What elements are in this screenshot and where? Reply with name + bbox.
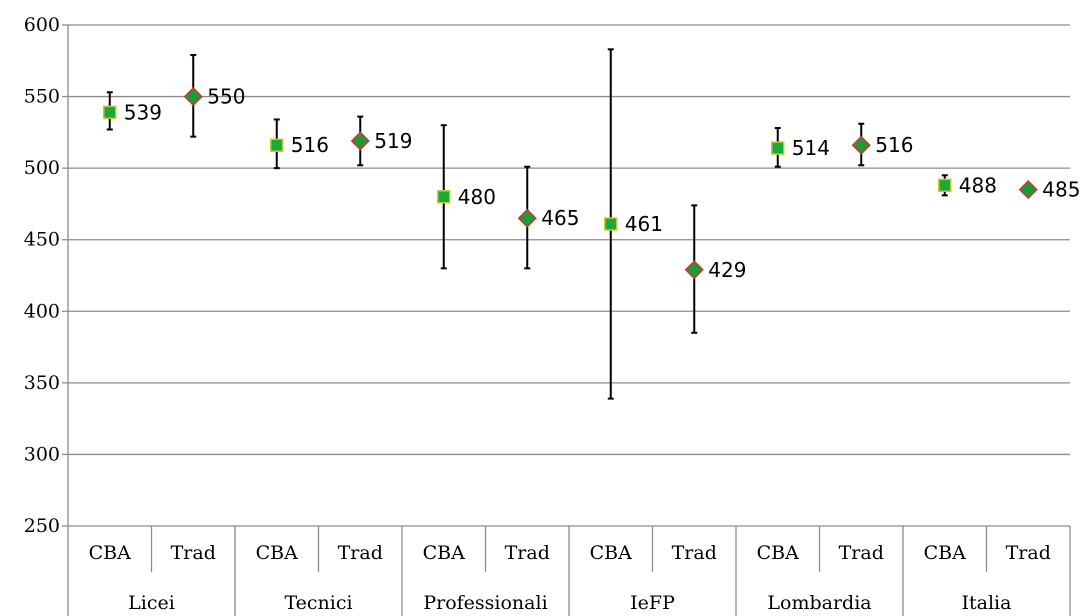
data-label: 461 <box>625 212 663 236</box>
x-category-label: CBA <box>924 542 967 564</box>
x-group-label-professionali: Professionali <box>423 592 547 614</box>
data-point-square <box>270 138 284 152</box>
data-point-diamond <box>183 87 203 107</box>
x-category-label: Trad <box>1006 542 1051 564</box>
x-group-label-tecnici: Tecnici <box>284 592 352 614</box>
data-label: 429 <box>708 258 746 282</box>
x-category-label: Trad <box>338 542 383 564</box>
data-point-square <box>604 217 618 231</box>
x-category-label: Trad <box>171 542 216 564</box>
y-tick-labels: 250 300 350 400 450 500 550 600 <box>24 14 60 537</box>
data-markers <box>103 87 1038 280</box>
x-category-label: CBA <box>590 542 633 564</box>
x-group-label-iefp: IeFP <box>630 592 675 614</box>
data-point-diamond <box>851 135 871 155</box>
y-tick-label: 350 <box>24 372 60 394</box>
y-tick-label: 600 <box>24 14 60 36</box>
data-point-diamond <box>517 208 537 228</box>
data-labels: 539 550 516 519 480 465 461 429 514 516 488 485 <box>124 85 1081 282</box>
data-label: 480 <box>458 185 496 209</box>
x-category-label: CBA <box>757 542 800 564</box>
data-point-square <box>938 178 952 193</box>
x-group-label-italia: Italia <box>962 592 1012 614</box>
data-label: 485 <box>1042 178 1080 202</box>
x-category-label: Trad <box>505 542 550 564</box>
x-category-label: CBA <box>256 542 299 564</box>
y-tick-label: 500 <box>24 157 60 179</box>
x-category-label: Trad <box>839 542 884 564</box>
x-category-label: CBA <box>89 542 132 564</box>
x-group-label-lombardia: Lombardia <box>767 592 871 614</box>
data-label: 539 <box>124 100 162 124</box>
y-tick-label: 450 <box>24 229 60 251</box>
y-tick-label: 300 <box>24 443 60 465</box>
x-category-labels: CBA Trad CBA Trad CBA Trad CBA Trad CBA Trad CBA Tr… <box>89 542 1051 564</box>
data-point-square <box>437 190 451 204</box>
data-label: 514 <box>792 136 830 160</box>
x-category-label: CBA <box>423 542 466 564</box>
x-group-label-licei: Licei <box>128 592 175 614</box>
y-tick-label: 550 <box>24 86 60 108</box>
gridlines <box>68 24 1070 456</box>
axes <box>62 24 1071 616</box>
data-label: 516 <box>291 133 329 157</box>
y-tick-label: 400 <box>24 300 60 322</box>
data-label: 488 <box>959 173 997 197</box>
data-point-diamond <box>684 260 704 280</box>
data-point-diamond <box>1018 180 1038 200</box>
data-label: 516 <box>875 133 913 157</box>
data-point-square <box>771 141 785 155</box>
data-point-square <box>103 105 117 120</box>
data-label: 465 <box>541 206 579 230</box>
x-group-labels: Licei Tecnici Professionali IeFP Lombardia It… <box>128 592 1011 614</box>
data-point-diamond <box>350 131 370 151</box>
x-category-label: Trad <box>672 542 717 564</box>
data-label: 519 <box>374 129 412 153</box>
y-tick-label: 250 <box>24 515 60 537</box>
data-label: 550 <box>207 85 245 109</box>
